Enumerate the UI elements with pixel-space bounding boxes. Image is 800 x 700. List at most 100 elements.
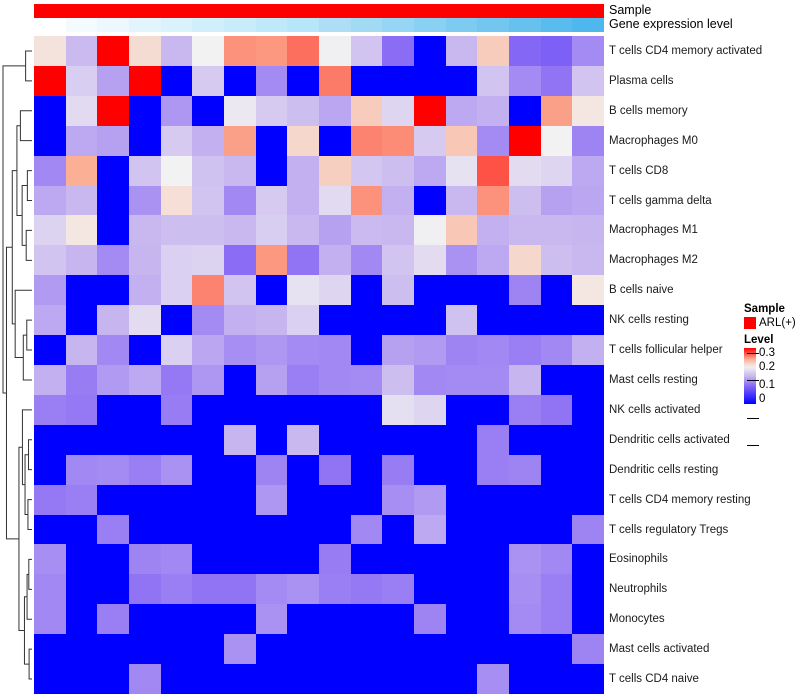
heatmap-cell — [477, 335, 509, 365]
heatmap-cell — [97, 604, 129, 635]
heatmap-cell — [318, 215, 351, 246]
heatmap-cell — [413, 454, 446, 485]
heatmap-cell — [572, 484, 604, 515]
heatmap-cell — [572, 634, 604, 665]
heatmap-cell — [477, 484, 509, 515]
heatmap-cell — [508, 544, 541, 575]
annotation-cell-sample — [414, 4, 446, 18]
heatmap-cell — [382, 95, 414, 126]
heatmap-cell — [128, 664, 161, 694]
legend-swatch — [744, 316, 756, 329]
heatmap-cell — [445, 634, 478, 665]
annotation-cell-gene-expression — [477, 18, 510, 32]
heatmap-cell — [350, 305, 383, 336]
heatmap-cell — [350, 36, 383, 66]
heatmap-cell — [65, 604, 98, 635]
heatmap-cell — [255, 36, 288, 66]
heatmap-cell — [223, 424, 256, 455]
row-label: T cells CD4 memory resting — [609, 493, 751, 506]
heatmap-cell — [572, 544, 604, 575]
heatmap-cell — [318, 155, 351, 186]
heatmap-cell — [65, 95, 98, 126]
annotation-cell-sample — [445, 4, 478, 18]
row-label: NK cells resting — [609, 314, 689, 327]
heatmap-cell — [477, 544, 509, 575]
legend-items-sample: ARL(+) — [744, 316, 800, 329]
annotation-cell-sample — [572, 4, 605, 18]
dendrogram-branch — [26, 51, 32, 81]
heatmap-cell — [350, 544, 383, 575]
heatmap-cell — [192, 544, 224, 575]
annotation-cell-gene-expression — [445, 18, 478, 32]
heatmap-cell — [192, 514, 224, 545]
heatmap-cell — [65, 125, 98, 156]
heatmap-cell — [572, 424, 604, 455]
heatmap-cell — [508, 185, 541, 216]
heatmap-cell — [382, 514, 414, 545]
row-label: Macrophages M2 — [609, 254, 698, 267]
heatmap-cell — [255, 185, 288, 216]
heatmap-cell — [97, 245, 129, 276]
heatmap-cell — [382, 484, 414, 515]
heatmap-cell — [65, 634, 98, 665]
heatmap-cell — [223, 305, 256, 336]
heatmap-cell — [255, 305, 288, 336]
heatmap-cell — [350, 245, 383, 276]
dendrogram-branch — [29, 649, 32, 679]
annotation-label-gene-expression: Gene expression level — [609, 17, 733, 31]
heatmap-cell — [287, 484, 319, 515]
heatmap-cell — [540, 664, 573, 694]
heatmap-cell — [223, 664, 256, 694]
heatmap-cell — [255, 634, 288, 665]
heatmap-cell — [413, 215, 446, 246]
heatmap-cell — [445, 155, 478, 186]
heatmap-cell — [34, 424, 66, 455]
heatmap-cell — [508, 215, 541, 246]
heatmap-cell — [192, 394, 224, 425]
heatmap-cell — [192, 95, 224, 126]
heatmap-cell — [97, 185, 129, 216]
heatmap-cell — [318, 245, 351, 276]
annotation-cell-gene-expression — [192, 18, 225, 32]
heatmap-cell — [65, 36, 98, 66]
heatmap-cell — [223, 634, 256, 665]
heatmap-cell — [445, 305, 478, 336]
heatmap-cell — [223, 36, 256, 66]
annotation-cell-sample — [540, 4, 573, 18]
row-label: T cells regulatory Tregs — [609, 523, 729, 536]
heatmap-cell — [287, 305, 319, 336]
heatmap-cell — [287, 125, 319, 156]
heatmap-cell — [128, 335, 161, 365]
heatmap-cell — [572, 95, 604, 126]
heatmap-cell — [508, 36, 541, 66]
heatmap-cell — [287, 604, 319, 635]
heatmap-cell — [192, 245, 224, 276]
heatmap-cell — [255, 514, 288, 545]
heatmap-cell — [255, 65, 288, 96]
heatmap-cell — [97, 634, 129, 665]
heatmap-cell — [508, 275, 541, 306]
heatmap-cell — [255, 544, 288, 575]
heatmap-cell — [34, 514, 66, 545]
heatmap-cell — [540, 454, 573, 485]
heatmap-cell — [287, 664, 319, 694]
heatmap-cell — [477, 125, 509, 156]
heatmap-cell — [508, 484, 541, 515]
heatmap-cell — [160, 514, 193, 545]
heatmap-cell — [160, 65, 193, 96]
heatmap-cell — [34, 275, 66, 306]
heatmap-cell — [413, 245, 446, 276]
heatmap-cell — [223, 275, 256, 306]
row-label: T cells CD4 memory activated — [609, 44, 763, 57]
heatmap-cell — [65, 305, 98, 336]
heatmap-cell — [192, 364, 224, 395]
heatmap-cell — [160, 364, 193, 395]
heatmap-cell — [508, 424, 541, 455]
heatmap-cell — [572, 65, 604, 96]
heatmap-cell — [350, 215, 383, 246]
heatmap-cell — [255, 604, 288, 635]
heatmap-cell — [65, 664, 98, 694]
heatmap-cell — [413, 335, 446, 365]
heatmap-cell — [65, 514, 98, 545]
heatmap-cell — [128, 95, 161, 126]
